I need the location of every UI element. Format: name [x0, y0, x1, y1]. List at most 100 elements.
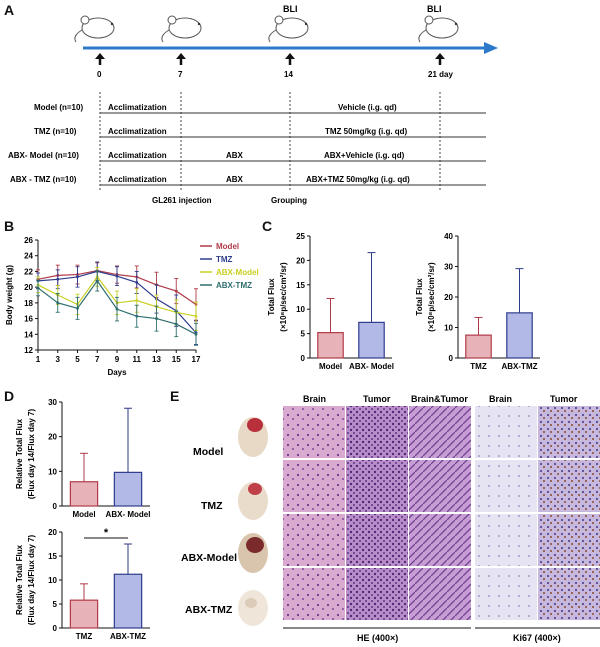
group-name: ABX - TMZ (n=10) — [10, 175, 77, 184]
bli-label: BLI — [427, 4, 442, 14]
treatment-label: TMZ 50mg/kg (i.g. qd) — [325, 127, 408, 136]
up-arrow-icon — [435, 53, 445, 65]
x-tick-label: 3 — [56, 355, 61, 364]
y-tick-label: 20 — [48, 433, 57, 442]
col-header: Brain — [303, 394, 326, 404]
legend-label: Model — [216, 242, 239, 251]
category-label: TMZ — [470, 362, 487, 371]
y-tick-label: 10 — [48, 576, 57, 585]
y-axis-label: (×10⁸p/sec/cm²/sr) — [427, 262, 436, 332]
acclimatization-label: Acclimatization — [108, 175, 167, 184]
y-tick-label: 0 — [301, 354, 306, 363]
y-tick-label: 30 — [48, 398, 57, 407]
col-header: Tumor — [363, 394, 391, 404]
brain-photo — [238, 482, 268, 520]
y-tick-label: 0 — [53, 624, 58, 633]
bar — [69, 481, 99, 507]
mouse-icon — [418, 15, 459, 43]
data-point — [135, 299, 139, 302]
data-point — [95, 279, 99, 283]
arrow-head-icon — [484, 42, 498, 54]
category-label: ABX-TMZ — [502, 362, 538, 371]
treatment-label: ABX+Vehicle (i.g. qd) — [324, 151, 405, 160]
bar — [113, 471, 143, 507]
mouse-icon — [268, 15, 309, 43]
panel-letter-d: D — [4, 388, 15, 404]
he-brain-tumor-micrograph — [409, 406, 471, 620]
bar — [317, 332, 344, 359]
abx-label: ABX — [226, 175, 244, 184]
y-tick-label: 12 — [24, 346, 33, 355]
up-arrow-icon — [285, 53, 295, 65]
y-tick-label: 10 — [296, 305, 305, 314]
y-tick-label: 25 — [296, 232, 305, 241]
y-axis-label: (Flux day 14/Flux day 7) — [27, 535, 36, 626]
data-point — [174, 289, 178, 293]
y-tick-label: 22 — [24, 267, 33, 276]
significance-marker: * — [104, 527, 109, 539]
x-axis-label: Days — [107, 368, 127, 377]
brain-photo — [238, 590, 268, 626]
day-tick: 14 — [284, 70, 293, 79]
mouse-icon — [74, 15, 115, 43]
data-point — [155, 317, 158, 320]
y-tick-label: 5 — [301, 330, 306, 339]
acclimatization-label: Acclimatization — [108, 127, 167, 136]
row-label: TMZ — [201, 500, 223, 512]
bar — [69, 599, 99, 629]
x-tick-label: 5 — [75, 355, 80, 364]
category-label: ABX-TMZ — [110, 632, 146, 641]
y-tick-label: 15 — [48, 552, 57, 561]
y-tick-label: 18 — [24, 299, 33, 308]
bli-label: BLI — [283, 4, 298, 14]
data-point — [135, 314, 139, 318]
y-axis-label: Body weight (g) — [5, 265, 14, 325]
category-label: ABX- Model — [349, 362, 394, 371]
panel-letter-b: B — [4, 218, 15, 234]
data-point — [76, 306, 79, 310]
data-point — [194, 314, 198, 318]
bar — [506, 312, 533, 359]
bar — [113, 573, 143, 629]
col-header: Tumor — [550, 394, 578, 404]
total-flux-chart-tmz: 0 10 20 30 40 TMZ ABX-TMZ Total Flux (×10⁸p/sec/… — [415, 232, 540, 371]
he-footer: HE (400×) — [357, 633, 398, 643]
data-point — [115, 274, 119, 278]
y-axis-label: (×10⁸p/sec/cm²/sr) — [279, 262, 288, 332]
mouse-icon — [161, 15, 202, 43]
x-tick-label: 13 — [152, 355, 161, 364]
relative-flux-chart-model: 0 10 20 30 Model ABX- Model Relative Total Flu… — [15, 398, 150, 519]
group-name: ABX- Model (n=10) — [8, 151, 79, 160]
x-tick-label: 9 — [115, 355, 120, 364]
row-label: Model — [193, 446, 223, 458]
group-name: TMZ (n=10) — [34, 127, 77, 136]
y-tick-label: 0 — [449, 354, 454, 363]
ki67-brain-micrograph — [475, 406, 537, 620]
x-tick-label: 1 — [36, 355, 41, 364]
total-flux-chart-model: 0 5 10 15 20 25 Model ABX- Model Total Flux (×10⁸… — [267, 232, 394, 371]
x-tick-label: 15 — [172, 355, 181, 364]
day-tick: 7 — [178, 70, 183, 79]
category-label: Model — [72, 510, 95, 519]
relative-flux-chart-tmz: 0 5 10 15 20 TMZ ABX-TMZ Relative Total Flux (Fl… — [15, 527, 150, 641]
x-tick-label: 11 — [133, 355, 142, 364]
data-point — [56, 301, 60, 305]
group-name: Model (n=10) — [34, 103, 83, 112]
bar — [358, 321, 385, 359]
data-point — [76, 275, 79, 279]
x-tick-label: 7 — [95, 355, 100, 364]
y-axis-label: (Flux day 14/Flux day 7) — [27, 409, 36, 500]
day-tick: 0 — [97, 70, 102, 79]
data-point — [174, 322, 178, 326]
y-tick-label: 10 — [48, 467, 57, 476]
y-axis-label: Total Flux — [415, 278, 424, 316]
y-tick-label: 20 — [444, 293, 453, 302]
y-tick-label: 15 — [296, 281, 305, 290]
y-axis-label: Relative Total Flux — [15, 418, 24, 489]
legend-label: TMZ — [216, 255, 233, 264]
gl261-injection-label: GL261 injection — [152, 196, 212, 205]
he-brain-micrograph — [283, 406, 345, 620]
brain-photo — [238, 533, 268, 573]
abx-label: ABX — [226, 151, 244, 160]
panel-letter-c: C — [262, 218, 273, 234]
